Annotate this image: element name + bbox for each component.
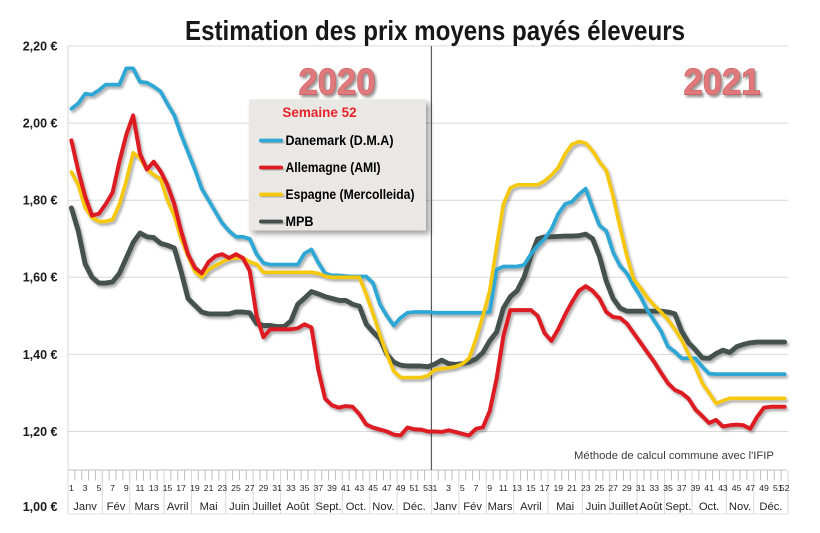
svg-text:27: 27 — [245, 483, 255, 493]
svg-text:47: 47 — [382, 483, 392, 493]
svg-text:Mai: Mai — [200, 501, 218, 513]
svg-text:15: 15 — [163, 483, 173, 493]
svg-text:13: 13 — [149, 483, 159, 493]
svg-text:21: 21 — [567, 483, 577, 493]
svg-text:53: 53 — [423, 483, 433, 493]
svg-text:7: 7 — [110, 483, 115, 493]
svg-text:1: 1 — [432, 483, 437, 493]
svg-text:39: 39 — [691, 483, 701, 493]
svg-text:17: 17 — [176, 483, 186, 493]
svg-text:2,00 €: 2,00 € — [23, 117, 58, 131]
svg-text:51: 51 — [409, 483, 419, 493]
svg-text:5: 5 — [460, 483, 465, 493]
svg-text:Juin: Juin — [586, 501, 607, 513]
svg-text:21: 21 — [204, 483, 214, 493]
svg-text:9: 9 — [124, 483, 129, 493]
svg-text:Août: Août — [286, 501, 310, 513]
svg-text:Semaine 52: Semaine 52 — [282, 105, 356, 120]
svg-text:Janv: Janv — [73, 501, 97, 513]
svg-text:25: 25 — [231, 483, 241, 493]
svg-text:51: 51 — [773, 483, 783, 493]
svg-text:Sept.: Sept. — [665, 501, 691, 513]
svg-text:9: 9 — [487, 483, 492, 493]
svg-text:3: 3 — [83, 483, 88, 493]
svg-text:Allemagne (AMI): Allemagne (AMI) — [286, 160, 381, 175]
svg-text:33: 33 — [649, 483, 659, 493]
svg-text:41: 41 — [704, 483, 714, 493]
svg-text:52: 52 — [780, 483, 790, 493]
svg-text:MPB: MPB — [286, 214, 314, 229]
svg-text:3: 3 — [446, 483, 451, 493]
svg-text:45: 45 — [368, 483, 378, 493]
svg-text:Avril: Avril — [167, 501, 189, 513]
svg-text:17: 17 — [540, 483, 550, 493]
svg-text:31: 31 — [272, 483, 282, 493]
svg-text:39: 39 — [327, 483, 337, 493]
svg-text:Sept.: Sept. — [316, 501, 342, 513]
svg-text:Fév: Fév — [107, 501, 126, 513]
svg-text:1: 1 — [69, 483, 74, 493]
svg-text:11: 11 — [135, 483, 144, 493]
svg-text:1,00 €: 1,00 € — [23, 500, 58, 514]
svg-text:1,40 €: 1,40 € — [23, 348, 58, 362]
svg-text:Avril: Avril — [520, 501, 542, 513]
svg-text:19: 19 — [190, 483, 200, 493]
svg-text:37: 37 — [313, 483, 323, 493]
svg-text:33: 33 — [286, 483, 296, 493]
svg-text:Mars: Mars — [488, 501, 513, 513]
svg-text:43: 43 — [718, 483, 728, 493]
svg-text:15: 15 — [526, 483, 536, 493]
svg-text:Déc.: Déc. — [403, 501, 426, 513]
svg-text:Juillet: Juillet — [253, 501, 282, 513]
svg-text:Estimation des prix moyens pay: Estimation des prix moyens payés éleveur… — [185, 15, 685, 46]
svg-text:Mars: Mars — [134, 501, 159, 513]
svg-text:Juin: Juin — [229, 501, 250, 513]
svg-text:Août: Août — [639, 501, 663, 513]
svg-text:35: 35 — [300, 483, 310, 493]
svg-text:Espagne (Mercolleida): Espagne (Mercolleida) — [286, 187, 415, 202]
svg-text:31: 31 — [636, 483, 646, 493]
svg-text:1,20 €: 1,20 € — [23, 425, 58, 439]
svg-text:49: 49 — [759, 483, 769, 493]
svg-text:Déc.: Déc. — [759, 501, 782, 513]
svg-text:45: 45 — [732, 483, 742, 493]
svg-text:23: 23 — [217, 483, 227, 493]
svg-text:1,60 €: 1,60 € — [23, 271, 58, 285]
svg-text:41: 41 — [341, 483, 351, 493]
svg-text:13: 13 — [512, 483, 522, 493]
svg-text:49: 49 — [396, 483, 406, 493]
svg-text:1,80 €: 1,80 € — [23, 194, 58, 208]
svg-text:Danemark (D.M.A): Danemark (D.M.A) — [286, 133, 394, 148]
svg-text:5: 5 — [96, 483, 101, 493]
svg-text:37: 37 — [677, 483, 687, 493]
svg-text:35: 35 — [663, 483, 673, 493]
svg-text:19: 19 — [553, 483, 563, 493]
svg-text:2,20 €: 2,20 € — [23, 39, 58, 53]
svg-text:25: 25 — [595, 483, 605, 493]
svg-text:27: 27 — [608, 483, 618, 493]
svg-text:Mai: Mai — [556, 501, 574, 513]
svg-text:47: 47 — [745, 483, 755, 493]
svg-text:7: 7 — [474, 483, 479, 493]
svg-text:Juillet: Juillet — [609, 501, 638, 513]
svg-text:2021: 2021 — [684, 62, 761, 103]
svg-text:29: 29 — [622, 483, 632, 493]
svg-text:29: 29 — [259, 483, 269, 493]
svg-text:Nov.: Nov. — [372, 501, 394, 513]
svg-text:Nov.: Nov. — [729, 501, 751, 513]
svg-text:Janv: Janv — [433, 501, 457, 513]
svg-text:Oct.: Oct. — [346, 501, 367, 513]
svg-text:23: 23 — [581, 483, 591, 493]
svg-text:2020: 2020 — [299, 62, 376, 103]
svg-text:Méthode de calcul commune avec: Méthode de calcul commune avec l'IFIP — [574, 450, 774, 462]
svg-text:11: 11 — [499, 483, 508, 493]
svg-text:43: 43 — [355, 483, 365, 493]
svg-text:Fév: Fév — [463, 501, 482, 513]
svg-text:Oct.: Oct. — [699, 501, 720, 513]
